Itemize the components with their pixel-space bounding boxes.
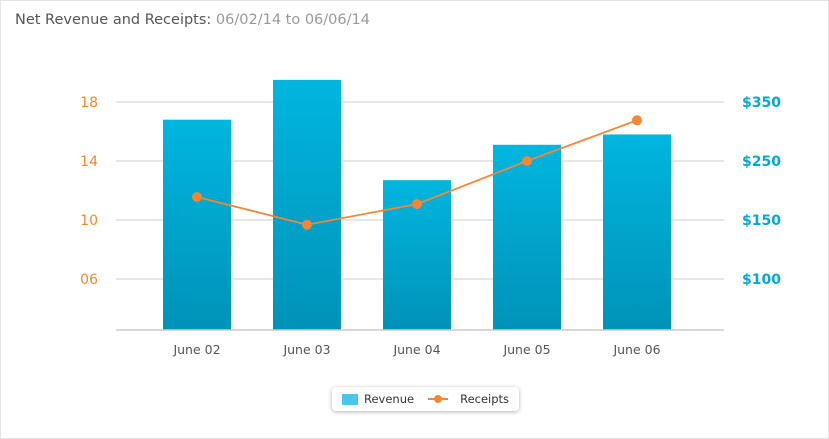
receipts-point: [192, 191, 202, 202]
title-main: Net Revenue and Receipts:: [15, 12, 212, 28]
chart-plot: 06 $100 10 $150 14 $250 18 $350 June 02 June 03 Ju…: [80, 79, 781, 357]
title-date-range: 06/02/14 to 06/06/14: [215, 12, 370, 28]
revenue-bar: [493, 144, 561, 330]
receipts-point: [302, 219, 312, 230]
receipts-point: [522, 156, 532, 166]
receipts-point: [632, 115, 642, 126]
revenue-swatch: [342, 393, 358, 405]
right-tick-label: $150: [742, 213, 781, 229]
legend-receipts[interactable]: Receipts: [460, 392, 510, 406]
chart-title: Net Revenue and Receipts: 06/02/14 to 06…: [15, 12, 370, 28]
left-tick-label: 18: [80, 95, 98, 111]
x-tick-label: June 02: [172, 342, 220, 357]
legend-revenue[interactable]: Revenue: [364, 392, 415, 406]
revenue-bar: [603, 134, 671, 330]
left-tick-label: 14: [80, 154, 98, 170]
revenue-bar: [273, 79, 341, 330]
x-tick-label: June 06: [612, 342, 660, 357]
receipts-swatch: [428, 395, 449, 403]
left-tick-label: 06: [80, 272, 98, 288]
right-tick-label: $350: [742, 95, 781, 111]
left-tick-label: 10: [80, 213, 98, 229]
right-tick-label: $100: [742, 272, 781, 288]
x-tick-label: June 05: [502, 342, 550, 357]
x-tick-label: June 04: [392, 342, 440, 357]
x-tick-label: June 03: [282, 342, 330, 357]
legend: Revenue Receipts: [332, 387, 520, 411]
receipts-point: [412, 199, 422, 210]
right-tick-label: $250: [742, 154, 781, 170]
revenue-bar: [163, 119, 231, 330]
